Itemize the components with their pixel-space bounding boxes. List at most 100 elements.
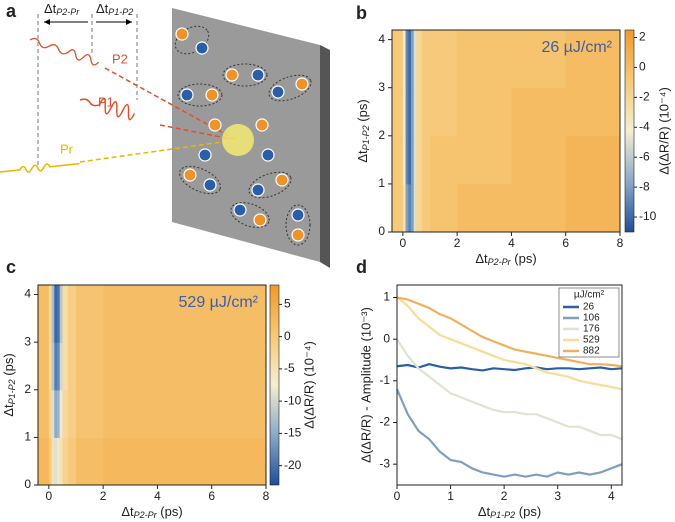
series-line bbox=[395, 388, 623, 478]
x-tick-label: 6 bbox=[562, 236, 569, 250]
axis-label: ΔtP1-P2 (ps) bbox=[1, 353, 17, 416]
y-tick-label: 1 bbox=[24, 430, 31, 444]
series-line bbox=[396, 296, 623, 368]
label-part: (ps) bbox=[157, 504, 183, 519]
plot-frame bbox=[37, 284, 267, 486]
heat-cell bbox=[67, 389, 77, 438]
heat-cell bbox=[51, 437, 55, 486]
label-part: (ps) bbox=[511, 251, 537, 266]
colorbar-tick-label: 2 bbox=[639, 30, 646, 44]
heat-cell bbox=[38, 285, 50, 343]
heat-cell bbox=[48, 285, 53, 343]
schematic: ΔtP2-Pr ΔtP1-P2 bbox=[0, 1, 330, 268]
heat-cell bbox=[103, 342, 158, 391]
label-part: P2-Pr bbox=[134, 510, 158, 520]
heat-cell bbox=[76, 437, 104, 486]
heat-cell bbox=[511, 183, 567, 233]
delay-label: ΔtP2-Pr bbox=[44, 1, 80, 17]
heat-cell bbox=[408, 30, 412, 89]
heat-cell bbox=[57, 285, 61, 343]
particles bbox=[175, 27, 309, 242]
heat-cell bbox=[38, 437, 50, 486]
heat-cell bbox=[48, 342, 53, 391]
x-tick-label: 4 bbox=[508, 236, 515, 250]
heat-cell bbox=[402, 87, 407, 137]
x-tick-label: 4 bbox=[608, 489, 615, 503]
heat-cell bbox=[413, 135, 417, 185]
colorbar-tick-label: -2 bbox=[639, 90, 650, 104]
colorbar-tick-label: 0 bbox=[639, 60, 646, 74]
heat-cell bbox=[67, 437, 77, 486]
series-line bbox=[396, 296, 623, 391]
axis-label: ΔtP2-Pr (ps) bbox=[121, 504, 182, 520]
heat-cell bbox=[51, 342, 55, 391]
heat-cell bbox=[211, 342, 267, 391]
y-tick-label: -3 bbox=[379, 456, 390, 470]
plate-edge bbox=[320, 45, 330, 268]
x-tick-label: 6 bbox=[208, 489, 215, 503]
series-line bbox=[396, 338, 623, 441]
heat-cell bbox=[211, 437, 267, 486]
heat-cell bbox=[38, 389, 50, 438]
x-tick-label: 0 bbox=[400, 236, 407, 250]
colorbar-tick-label: -10 bbox=[284, 393, 302, 407]
heat-cell bbox=[405, 135, 409, 185]
heat-cell bbox=[411, 87, 415, 137]
panel-label: c bbox=[6, 257, 16, 277]
label-part: Δt bbox=[475, 251, 488, 266]
legend-box bbox=[558, 287, 620, 358]
legend-label: 176 bbox=[583, 324, 600, 335]
colorbar-tick-label: -20 bbox=[284, 458, 302, 472]
heat-cell bbox=[76, 285, 104, 343]
heat-cell bbox=[57, 342, 61, 391]
beam-label: P2 bbox=[112, 51, 128, 66]
x-tick-label: 4 bbox=[154, 489, 161, 503]
heat-cell bbox=[402, 135, 407, 185]
heat-cell bbox=[59, 285, 63, 343]
y-tick-label: 3 bbox=[24, 334, 31, 348]
y-tick-label: 0 bbox=[383, 331, 390, 345]
y-tick-label: -2 bbox=[379, 415, 390, 429]
heat-cell bbox=[392, 183, 404, 233]
heat-cell bbox=[413, 183, 417, 233]
spot bbox=[222, 124, 254, 156]
heat-cell bbox=[62, 285, 69, 343]
heat-cell bbox=[421, 183, 431, 233]
heat-cell bbox=[565, 30, 621, 89]
heat-cell bbox=[103, 389, 158, 438]
axis-label: Δ(ΔR/R) (10⁻⁴) bbox=[656, 87, 671, 175]
heat-cell bbox=[430, 30, 458, 89]
legend-label: 106 bbox=[583, 313, 600, 324]
heat-cell bbox=[405, 30, 409, 89]
y-tick-label: 0 bbox=[24, 477, 31, 491]
heat-cell bbox=[421, 135, 431, 185]
arrow-head bbox=[44, 19, 50, 25]
heat-cell bbox=[392, 135, 404, 185]
heat-cell bbox=[511, 30, 567, 89]
colorbar-tick-label: 5 bbox=[284, 297, 291, 311]
heat-cell bbox=[48, 437, 53, 486]
heat-cell bbox=[211, 285, 267, 343]
heat-cell bbox=[59, 437, 63, 486]
y-tick-label: 4 bbox=[24, 287, 31, 301]
colorbar-tick-label: -10 bbox=[639, 209, 657, 223]
x-tick-label: 2 bbox=[501, 489, 508, 503]
colorbar-tick-label: 0 bbox=[284, 329, 291, 343]
legend-label: 26 bbox=[583, 302, 595, 313]
heat-cell bbox=[457, 87, 512, 137]
heat-cell bbox=[565, 87, 621, 137]
axis-label: Δ(ΔR/R) - Amplitude (10⁻³) bbox=[358, 307, 373, 463]
axis-label: ΔtP1-P2 (ps) bbox=[478, 504, 541, 520]
heat-cell bbox=[54, 389, 58, 438]
pulse-pr bbox=[0, 162, 80, 173]
label-part: (ps) bbox=[1, 353, 16, 379]
plot-frame bbox=[391, 29, 621, 233]
heat-cell bbox=[62, 389, 69, 438]
axis-label: ΔtP1-P2 (ps) bbox=[355, 99, 371, 162]
heat-cell bbox=[408, 183, 412, 233]
series-line bbox=[396, 363, 623, 372]
label-part: Δt bbox=[121, 504, 134, 519]
heat-cell bbox=[48, 389, 53, 438]
heat-cell bbox=[430, 135, 458, 185]
heat-cell bbox=[565, 135, 621, 185]
